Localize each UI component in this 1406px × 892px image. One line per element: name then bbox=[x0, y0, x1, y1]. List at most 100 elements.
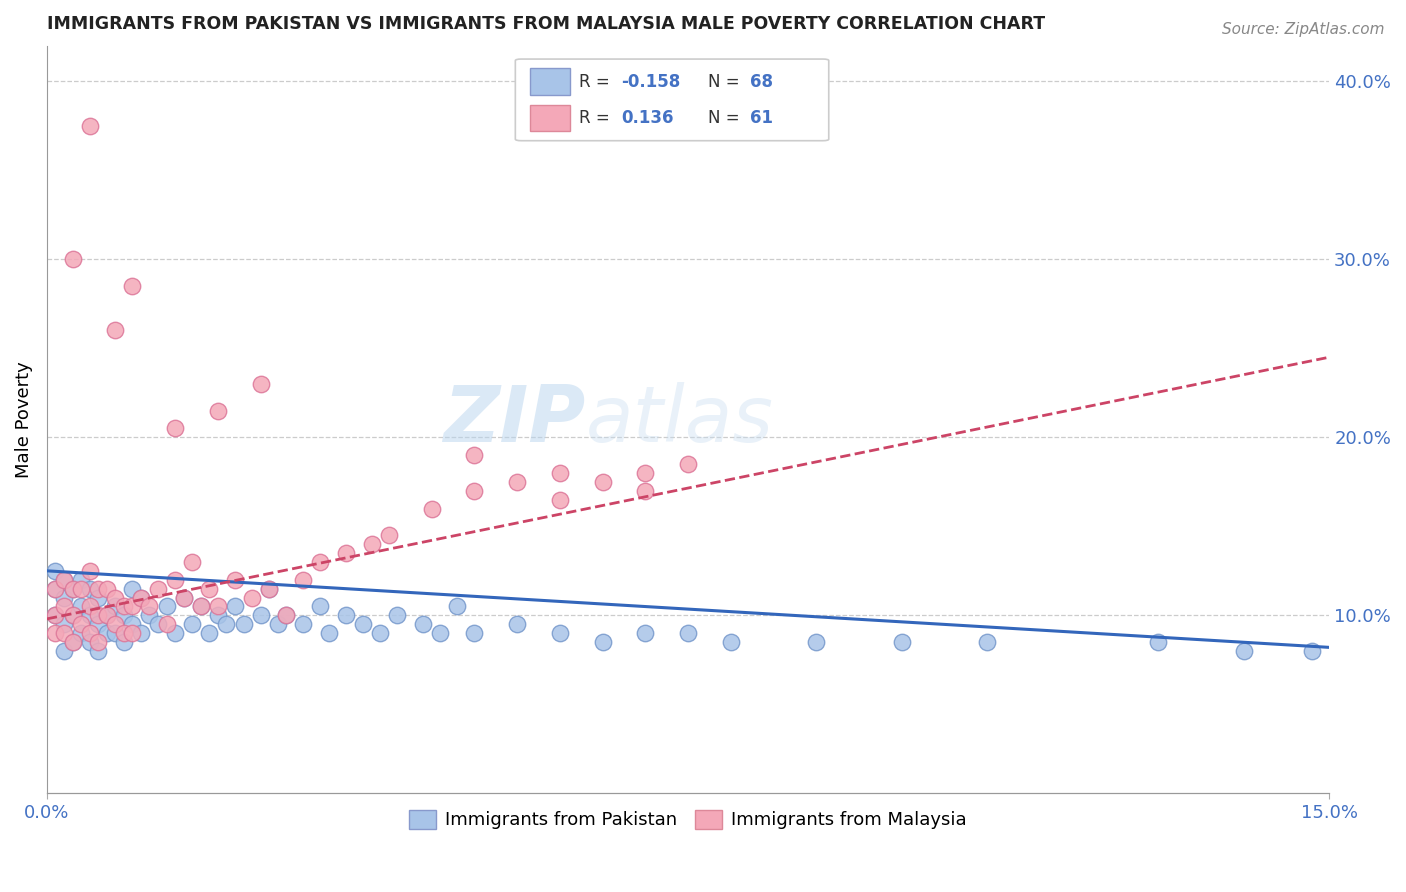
Point bbox=[634, 483, 657, 498]
Point bbox=[165, 573, 187, 587]
Point bbox=[53, 599, 76, 614]
Point bbox=[62, 582, 84, 596]
Point bbox=[420, 501, 443, 516]
Point bbox=[335, 608, 357, 623]
Point bbox=[267, 617, 290, 632]
Point bbox=[104, 324, 127, 338]
Point bbox=[87, 617, 110, 632]
Point bbox=[976, 635, 998, 649]
Point bbox=[207, 608, 229, 623]
Point bbox=[104, 599, 127, 614]
Point bbox=[592, 475, 614, 489]
Point bbox=[292, 617, 315, 632]
Point bbox=[121, 617, 143, 632]
Point bbox=[112, 635, 135, 649]
Point bbox=[79, 564, 101, 578]
Point bbox=[190, 599, 212, 614]
Point bbox=[676, 457, 699, 471]
Point bbox=[53, 617, 76, 632]
Point bbox=[87, 582, 110, 596]
Text: Source: ZipAtlas.com: Source: ZipAtlas.com bbox=[1222, 22, 1385, 37]
Point bbox=[634, 626, 657, 640]
Point bbox=[276, 608, 298, 623]
Point bbox=[276, 608, 298, 623]
Point bbox=[53, 573, 76, 587]
Point bbox=[257, 582, 280, 596]
Point bbox=[155, 617, 177, 632]
Point bbox=[44, 608, 66, 623]
Point bbox=[378, 528, 401, 542]
Point bbox=[44, 582, 66, 596]
Point bbox=[121, 279, 143, 293]
Point bbox=[129, 591, 152, 605]
Point bbox=[352, 617, 374, 632]
Point bbox=[87, 608, 110, 623]
Point bbox=[87, 644, 110, 658]
Point bbox=[70, 599, 93, 614]
Point bbox=[1147, 635, 1170, 649]
Text: IMMIGRANTS FROM PAKISTAN VS IMMIGRANTS FROM MALAYSIA MALE POVERTY CORRELATION CH: IMMIGRANTS FROM PAKISTAN VS IMMIGRANTS F… bbox=[46, 15, 1045, 33]
Point bbox=[506, 475, 529, 489]
Point bbox=[548, 626, 571, 640]
Point bbox=[62, 582, 84, 596]
Point bbox=[112, 599, 135, 614]
Point bbox=[146, 582, 169, 596]
Point bbox=[96, 626, 118, 640]
Point bbox=[181, 555, 204, 569]
Point bbox=[387, 608, 409, 623]
Point bbox=[112, 608, 135, 623]
Point bbox=[446, 599, 468, 614]
Point bbox=[165, 626, 187, 640]
Legend: Immigrants from Pakistan, Immigrants from Malaysia: Immigrants from Pakistan, Immigrants fro… bbox=[402, 803, 974, 837]
Point bbox=[79, 635, 101, 649]
Point bbox=[79, 582, 101, 596]
Point bbox=[249, 608, 271, 623]
Point bbox=[190, 599, 212, 614]
Point bbox=[96, 608, 118, 623]
Point bbox=[890, 635, 912, 649]
Point bbox=[96, 608, 118, 623]
Point bbox=[506, 617, 529, 632]
Point bbox=[53, 644, 76, 658]
Point bbox=[548, 492, 571, 507]
Point bbox=[138, 608, 160, 623]
Point bbox=[44, 564, 66, 578]
Point bbox=[70, 626, 93, 640]
Point bbox=[634, 466, 657, 480]
Point bbox=[79, 626, 101, 640]
Point bbox=[181, 617, 204, 632]
Point bbox=[70, 582, 93, 596]
Point bbox=[224, 573, 246, 587]
Point bbox=[112, 626, 135, 640]
Point bbox=[155, 599, 177, 614]
Text: ZIP: ZIP bbox=[443, 382, 585, 458]
Point bbox=[53, 573, 76, 587]
Point bbox=[62, 635, 84, 649]
Point bbox=[232, 617, 254, 632]
Point bbox=[96, 582, 118, 596]
Point bbox=[62, 608, 84, 623]
Point bbox=[79, 608, 101, 623]
Point bbox=[292, 573, 315, 587]
Point bbox=[207, 403, 229, 417]
Text: atlas: atlas bbox=[585, 382, 773, 458]
Point bbox=[309, 555, 332, 569]
Point bbox=[70, 617, 93, 632]
Y-axis label: Male Poverty: Male Poverty bbox=[15, 361, 32, 478]
Point bbox=[53, 591, 76, 605]
Point bbox=[368, 626, 391, 640]
Point bbox=[70, 573, 93, 587]
Point bbox=[138, 599, 160, 614]
Point bbox=[207, 599, 229, 614]
Point bbox=[360, 537, 382, 551]
Point bbox=[676, 626, 699, 640]
Point bbox=[1301, 644, 1323, 658]
Point bbox=[79, 119, 101, 133]
Point bbox=[79, 599, 101, 614]
Point bbox=[463, 448, 485, 462]
Point bbox=[592, 635, 614, 649]
Point bbox=[121, 582, 143, 596]
Point bbox=[87, 591, 110, 605]
Point bbox=[165, 421, 187, 435]
Point bbox=[1233, 644, 1256, 658]
